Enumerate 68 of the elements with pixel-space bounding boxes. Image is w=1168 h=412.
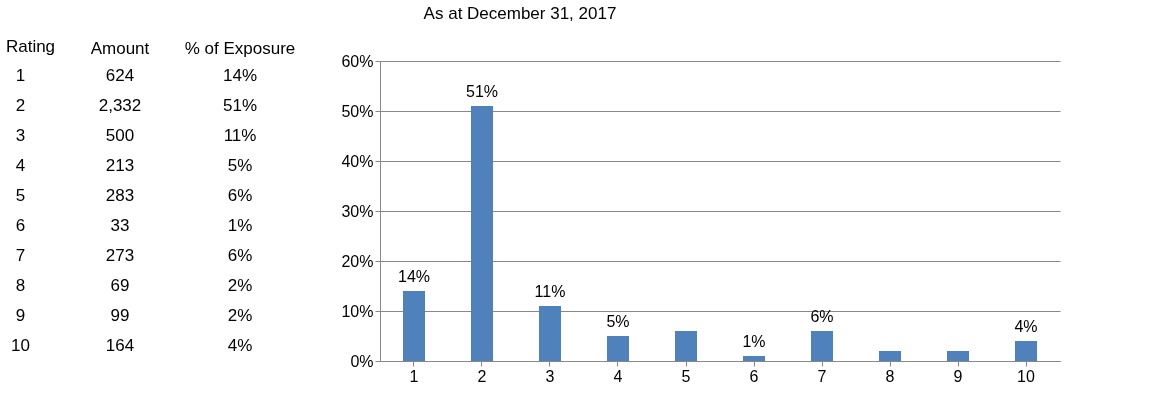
data-label: 2,332 [98, 96, 142, 115]
y-tick-label: 10% [341, 302, 374, 320]
y-tick-label: 60% [341, 52, 374, 70]
y-axis-title: Rating [5, 36, 56, 56]
bar [539, 306, 561, 361]
data-label: 11% [223, 126, 257, 145]
data-label: 6% [227, 186, 253, 205]
x-tick-label: Amount [90, 38, 150, 58]
data-label: 2% [227, 306, 253, 325]
bar [743, 356, 765, 361]
data-label: 283 [105, 186, 135, 205]
bar [879, 351, 901, 361]
data-label: 1% [742, 333, 766, 350]
y-tick-label: 40% [341, 152, 374, 170]
y-tick-label: 0% [350, 352, 374, 370]
x-tick-label: 1 [409, 367, 419, 385]
y-tick-label: 4 [15, 156, 26, 175]
x-tick-label: % of Exposure [184, 38, 296, 58]
bar [471, 106, 493, 361]
data-label: 4% [227, 336, 253, 355]
data-label: 164 [105, 336, 135, 355]
bar [675, 331, 697, 361]
x-tick-label: 8 [885, 367, 895, 385]
bar [1015, 341, 1037, 361]
y-tick-label: 5 [15, 186, 26, 205]
data-label: 14% [397, 268, 431, 285]
y-tick-label: 30% [341, 202, 374, 220]
data-label: 1% [227, 216, 253, 235]
chart-title: As at December 31, 2017 [423, 4, 617, 23]
data-label: 99 [110, 306, 130, 325]
y-tick-label: 10 [11, 336, 30, 355]
data-label: 14% [222, 66, 258, 85]
x-tick-label: 9 [953, 367, 963, 385]
data-label: 213 [105, 156, 135, 175]
data-label: 33 [110, 216, 130, 235]
x-tick-label: 3 [545, 367, 555, 385]
y-tick-label: 9 [15, 306, 26, 325]
y-tick-label: 7 [15, 246, 26, 265]
data-label: 51% [465, 83, 499, 100]
bar [607, 336, 629, 361]
data-label: 4% [1014, 318, 1038, 335]
x-tick-label: 10 [1017, 367, 1035, 385]
data-label: 624 [105, 66, 135, 85]
x-tick-label: 6 [749, 367, 759, 385]
data-label: 69 [110, 276, 130, 295]
y-tick-label: 50% [341, 102, 374, 120]
bar [403, 291, 425, 361]
y-tick-label: 2 [15, 96, 26, 115]
bar [811, 331, 833, 361]
bar [947, 351, 969, 361]
data-label: 51% [222, 96, 258, 115]
x-tick-label: 5 [681, 367, 691, 385]
x-tick-label: 4 [613, 367, 623, 385]
x-tick-label: 2 [477, 367, 487, 385]
data-label: 500 [105, 126, 135, 145]
y-tick-label: 8 [15, 276, 26, 295]
data-label: 6% [227, 246, 253, 265]
y-tick-label: 1 [15, 66, 26, 85]
y-tick-label: 20% [341, 252, 374, 270]
data-label: 5% [227, 156, 253, 175]
data-label: 273 [105, 246, 135, 265]
data-label: 11% [534, 283, 566, 300]
y-tick-label: 6 [15, 216, 26, 235]
y-tick-label: 3 [15, 126, 26, 145]
data-label: 6% [810, 308, 834, 325]
x-tick-label: 7 [817, 367, 827, 385]
data-label: 2% [227, 276, 253, 295]
data-label: 5% [606, 313, 630, 330]
